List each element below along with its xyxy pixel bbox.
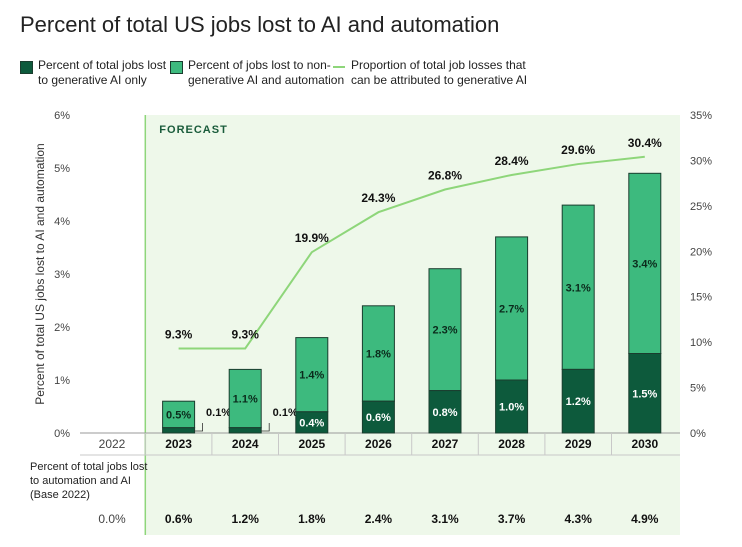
y-tick-label: 2% <box>54 322 70 334</box>
bar-genai <box>228 427 262 434</box>
bar-genai <box>361 400 395 434</box>
x-tick-label: 2027 <box>432 437 459 451</box>
footer-value: 3.7% <box>498 512 526 526</box>
footer-value: 2.4% <box>365 512 393 526</box>
bar-label-nongen: 1.4% <box>299 370 324 382</box>
bar-genai <box>428 390 462 434</box>
bar-label-genai: 0.6% <box>366 412 391 424</box>
footer-value: 1.8% <box>298 512 326 526</box>
y2-tick-label: 30% <box>690 155 712 167</box>
x-tick-label: 2022 <box>99 437 126 451</box>
y2-tick-label: 25% <box>690 201 712 213</box>
legend-label-line: Proportion of total job losses that can … <box>351 58 528 87</box>
y2-tick-label: 15% <box>690 292 712 304</box>
bar-label-genai: 1.5% <box>632 388 657 400</box>
y2-tick-label: 35% <box>690 110 712 122</box>
x-tick-label: 2029 <box>565 437 592 451</box>
y-tick-label: 6% <box>54 110 70 122</box>
bar-label-genai: 0.4% <box>299 417 324 429</box>
bar-label-genai: 1.0% <box>499 402 524 414</box>
bar-label-nongen: 3.1% <box>566 282 591 294</box>
footer-value: 0.6% <box>165 512 193 526</box>
y-tick-label: 5% <box>54 163 70 175</box>
line-value-label: 29.6% <box>561 143 595 157</box>
bar-label-genai: 0.1% <box>273 407 298 419</box>
bar-genai <box>561 368 595 434</box>
y-tick-label: 3% <box>54 269 70 281</box>
line-value-label: 9.3% <box>165 328 193 342</box>
line-genai-share <box>178 155 645 350</box>
line-value-label: 28.4% <box>495 154 529 168</box>
legend-swatch-line <box>333 66 345 68</box>
y-tick-label: 4% <box>54 216 70 228</box>
legend-swatch-nongen <box>170 61 183 74</box>
legend-label-genai: Percent of total jobs lost to generative… <box>38 58 167 87</box>
x-tick-label: 2025 <box>298 437 325 451</box>
y2-tick-label: 10% <box>690 337 712 349</box>
bar-label-nongen: 3.4% <box>632 258 657 270</box>
forecast-label: FORECAST <box>159 124 228 136</box>
y2-tick-label: 20% <box>690 246 712 258</box>
footer-value: 4.9% <box>631 512 659 526</box>
footer-value: 3.1% <box>431 512 459 526</box>
y-tick-label: 1% <box>54 375 70 387</box>
y-axis-title: Percent of total US jobs lost to AI and … <box>33 143 47 405</box>
bar-nongen <box>295 337 329 413</box>
x-tick-label: 2028 <box>498 437 525 451</box>
bar-genai <box>162 427 196 434</box>
bar-label-genai: 0.1% <box>206 407 231 419</box>
footer-value: 1.2% <box>232 512 260 526</box>
line-value-label: 19.9% <box>295 231 329 245</box>
footer-value: 0.0% <box>98 512 126 526</box>
bar-label-nongen: 0.5% <box>166 409 191 421</box>
y2-tick-label: 0% <box>690 428 706 440</box>
forecast-region <box>145 115 681 535</box>
bar-label-genai: 1.2% <box>566 396 591 408</box>
bar-label-leader <box>261 423 270 432</box>
bar-label-nongen: 1.8% <box>366 349 391 361</box>
y-tick-label: 0% <box>54 428 70 440</box>
bar-nongen <box>628 172 662 354</box>
footer-value: 4.3% <box>565 512 593 526</box>
bar-label-leader <box>194 423 204 432</box>
bar-genai <box>495 379 529 434</box>
y2-tick-label: 5% <box>690 383 706 395</box>
bar-nongen <box>561 204 595 370</box>
legend-swatch-genai <box>20 61 33 74</box>
x-tick-label: 2023 <box>165 437 192 451</box>
line-value-label: 24.3% <box>361 191 395 205</box>
legend-label-nongen: Percent of jobs lost to non- generative … <box>188 58 345 87</box>
footer-row-label: Percent of total jobs lost to automation… <box>30 461 148 501</box>
line-value-label: 30.4% <box>628 136 662 150</box>
bar-nongen <box>162 400 196 429</box>
bar-label-genai: 0.8% <box>432 407 457 419</box>
chart-title: Percent of total US jobs lost to AI and … <box>20 12 500 37</box>
bar-label-nongen: 2.3% <box>432 325 457 337</box>
x-tick-label: 2024 <box>232 437 259 451</box>
bar-genai <box>628 353 662 434</box>
line-value-label: 26.8% <box>428 169 462 183</box>
line-value-label: 9.3% <box>232 328 260 342</box>
x-tick-label: 2026 <box>365 437 392 451</box>
bar-label-nongen: 1.1% <box>233 394 258 406</box>
x-tick-label: 2030 <box>631 437 658 451</box>
bar-label-nongen: 2.7% <box>499 303 524 315</box>
bar-genai <box>295 411 329 434</box>
